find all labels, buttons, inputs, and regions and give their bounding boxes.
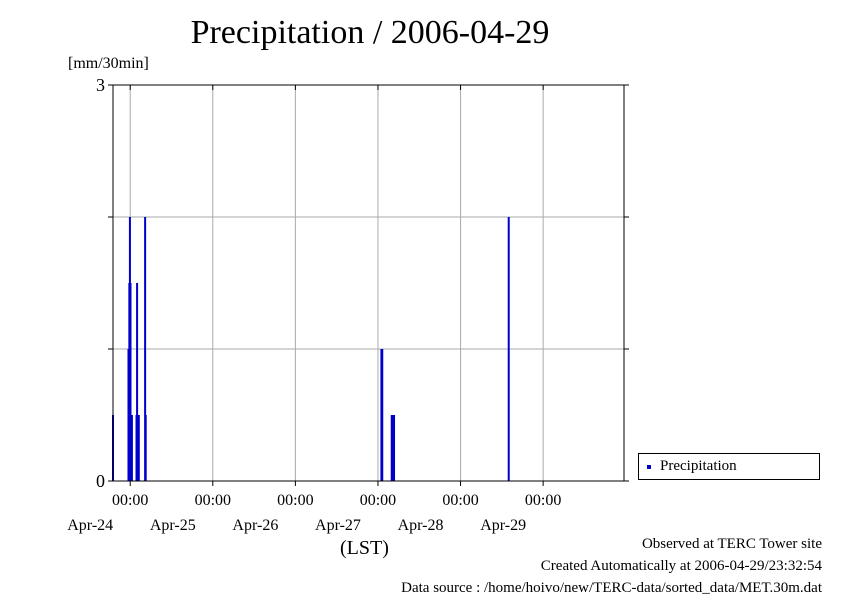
x-tick-time-label: 00:00	[360, 492, 396, 509]
precipitation-bar	[393, 415, 396, 481]
precipitation-bar	[136, 283, 139, 481]
x-tick-date-label: Apr-28	[398, 517, 444, 534]
y-unit-label: [mm/30min]	[68, 55, 149, 72]
x-tick-time-label: 00:00	[195, 492, 231, 509]
x-tick-date-label: Apr-29	[480, 517, 526, 534]
axes	[108, 84, 629, 486]
precipitation-bar	[129, 283, 132, 481]
footer-created: Created Automatically at 2006-04-29/23:3…	[540, 558, 822, 574]
y-tick-label: 3	[96, 75, 105, 95]
legend-swatch	[647, 465, 651, 469]
x-tick-time-label: 00:00	[442, 492, 478, 509]
x-tick-date-label: Apr-25	[150, 517, 196, 534]
x-tick-date-label: Apr-24	[67, 517, 113, 534]
precipitation-bar	[144, 217, 147, 481]
x-tick-date-label: Apr-26	[232, 517, 278, 534]
footer-source: Data source : /home/hoivo/new/TERC-data/…	[401, 580, 822, 596]
legend: Precipitation	[638, 453, 820, 480]
precipitation-bar	[144, 415, 147, 481]
x-tick-time-label: 00:00	[525, 492, 561, 509]
precipitation-bar	[136, 415, 139, 481]
chart-title: Precipitation / 2006-04-29	[190, 14, 550, 51]
x-tick-time-label: 00:00	[277, 492, 313, 509]
x-tick-time-label: 00:00	[112, 492, 148, 509]
y-tick-label: 0	[96, 471, 105, 491]
precipitation-bar	[391, 415, 394, 481]
x-axis-caption: (LST)	[340, 537, 389, 559]
precipitation-bar	[507, 217, 510, 481]
x-tick-date-label: Apr-27	[315, 517, 361, 534]
precipitation-bar	[130, 415, 133, 481]
footer-site: Observed at TERC Tower site	[641, 536, 822, 552]
plot-frame	[112, 84, 625, 482]
precipitation-bar	[137, 415, 140, 481]
precipitation-bar	[381, 349, 384, 481]
legend-label: Precipitation	[660, 458, 737, 474]
tick-labels: 00:00Apr-2400:00Apr-2500:00Apr-2600:00Ap…	[67, 75, 561, 534]
grid-lines	[113, 85, 624, 481]
